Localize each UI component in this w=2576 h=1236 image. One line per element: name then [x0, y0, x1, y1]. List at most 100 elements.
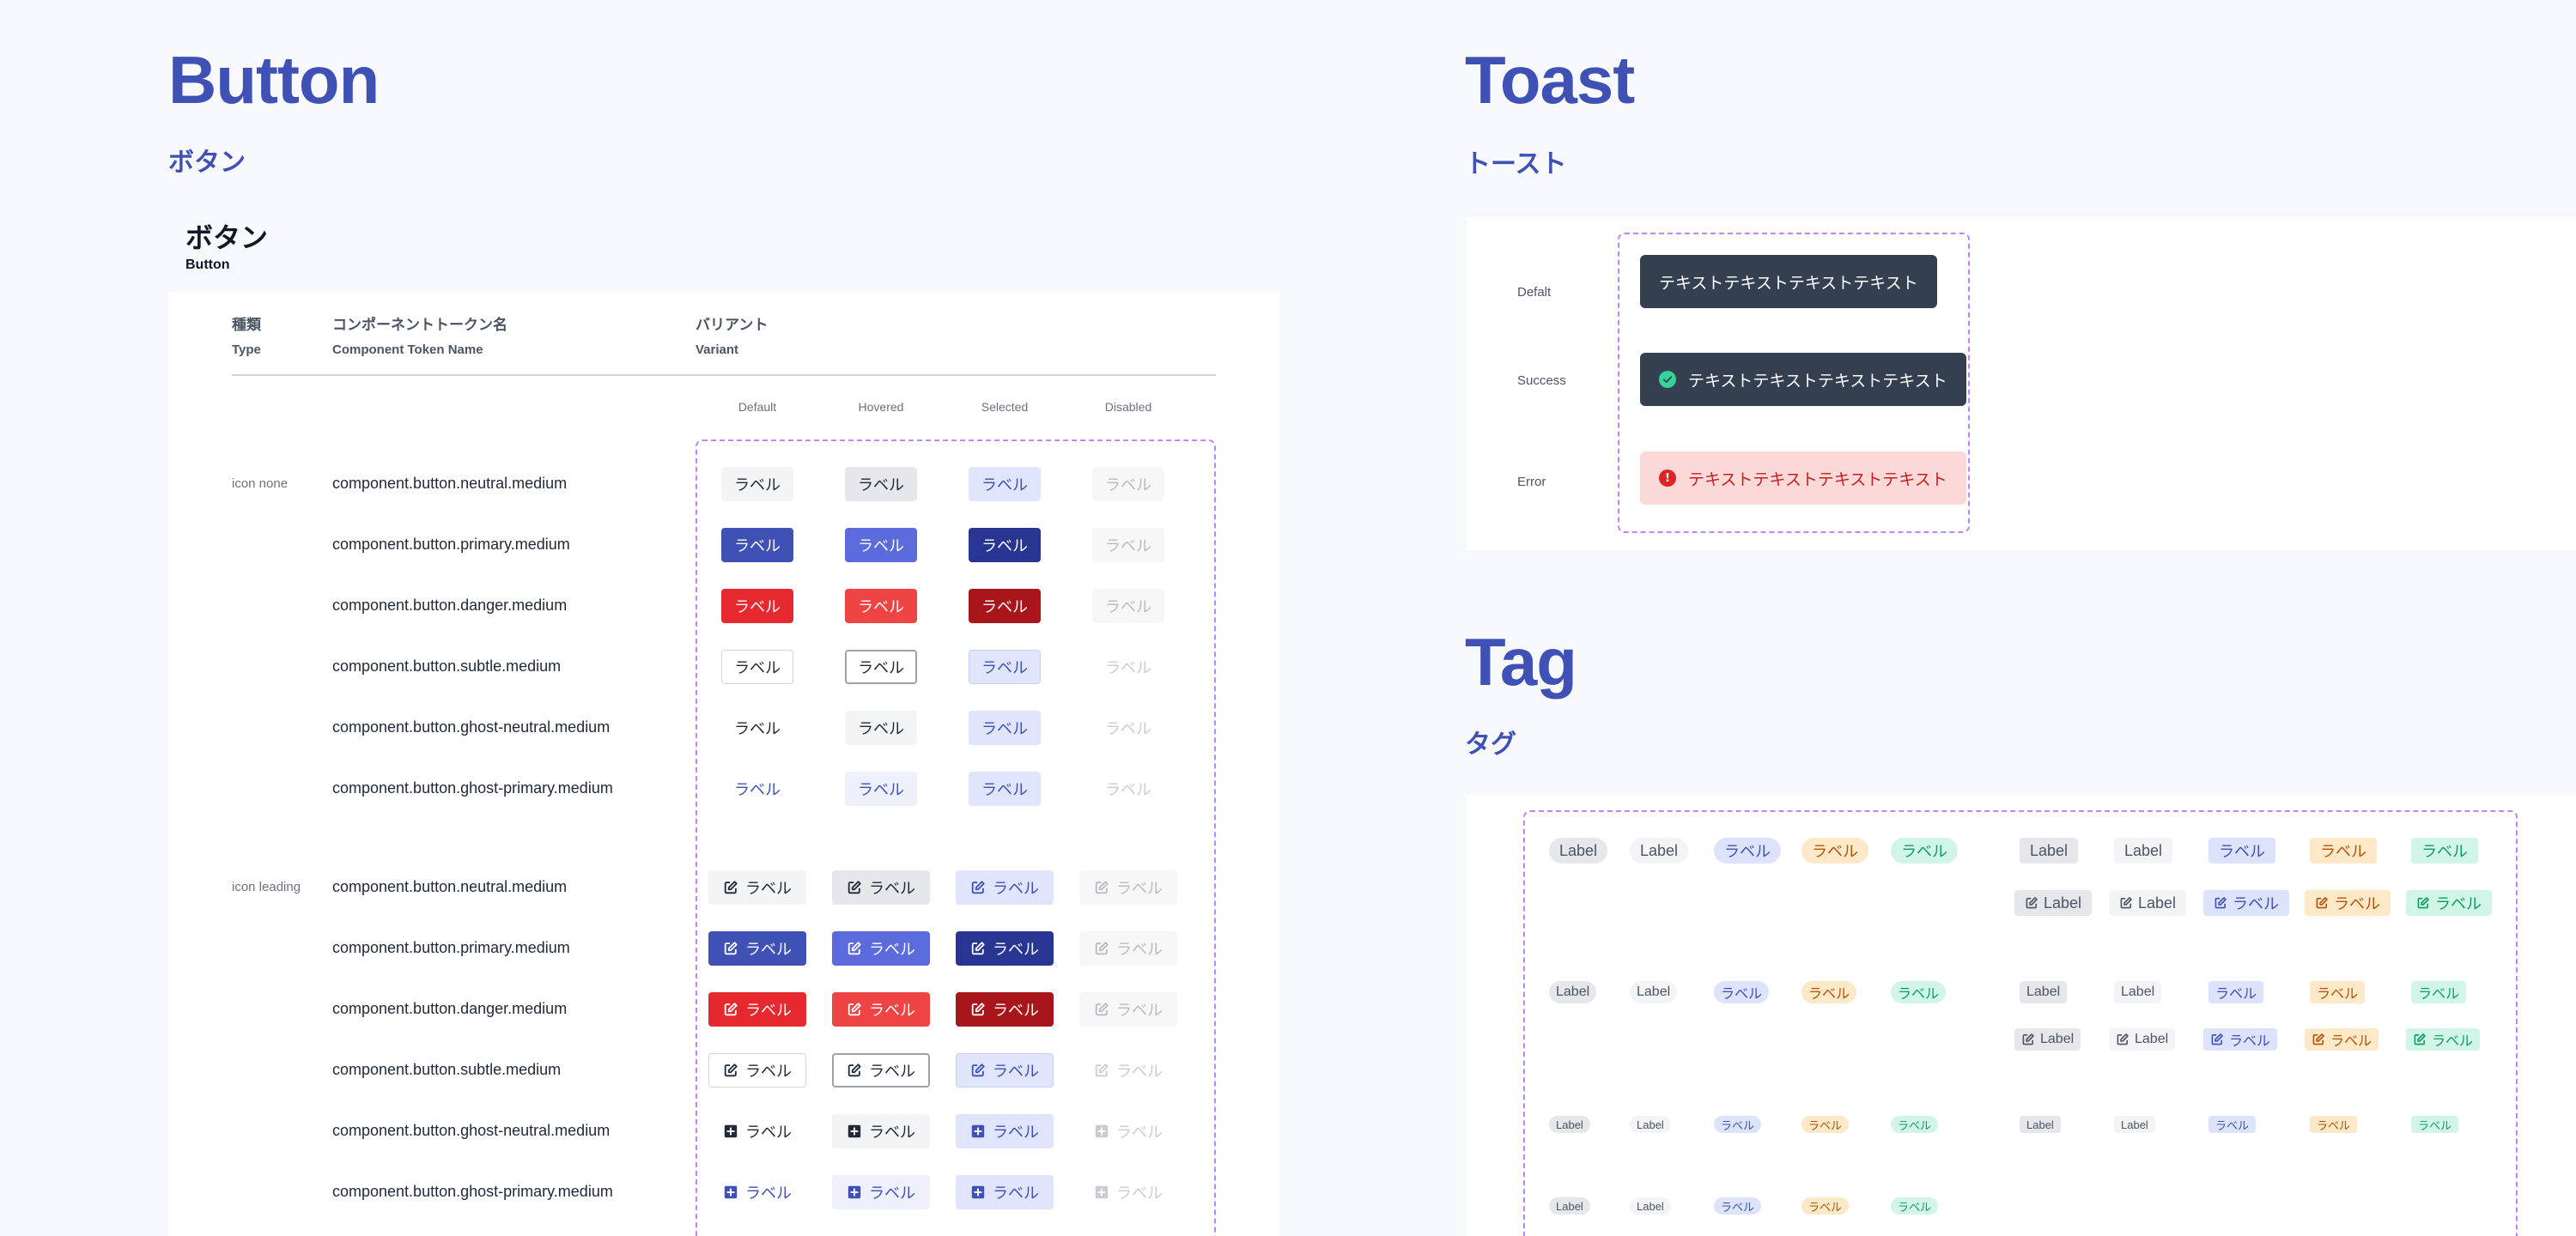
edit-icon [2413, 1033, 2427, 1046]
button-hovered[interactable]: ラベル [845, 589, 917, 623]
button-hovered[interactable]: ラベル [832, 1114, 930, 1148]
button-disabled: ラベル [1092, 589, 1164, 623]
state-head-default: Default [738, 400, 777, 414]
button-label: ラベル [993, 1124, 1039, 1142]
tag-label: Label [1637, 985, 1671, 999]
button-hovered[interactable]: ラベル [845, 650, 917, 684]
toast-variant-frame [1618, 233, 1970, 533]
tag-label: Label [1559, 841, 1598, 859]
button-hovered[interactable]: ラベル [845, 528, 917, 562]
edit-icon [2416, 896, 2430, 910]
button-label: ラベル [734, 659, 781, 677]
edit-icon [723, 941, 738, 956]
button-hovered[interactable]: ラベル [832, 870, 930, 905]
edit-icon [847, 941, 862, 956]
button-disabled: ラベル [1079, 931, 1177, 966]
tag-with-icon: ラベル [2406, 890, 2492, 916]
edit-icon [970, 880, 986, 895]
plus-square-icon [1094, 1124, 1109, 1139]
button-variant-frame [696, 439, 1216, 1236]
token-name: component.button.neutral.medium [332, 475, 568, 492]
button-label: ラベル [745, 941, 792, 959]
button-selected[interactable]: ラベル [969, 650, 1041, 684]
column-head-type: 種類 Type [232, 312, 261, 357]
tag-label: ラベル [1721, 1200, 1755, 1214]
tag: ラベル [1714, 981, 1770, 1003]
button-disabled: ラベル [1079, 1175, 1177, 1209]
button-default[interactable]: ラベル [708, 931, 806, 966]
button-default[interactable]: ラベル [721, 650, 793, 684]
button-label: ラベル [858, 537, 904, 555]
tag-label: ラベル [2229, 1034, 2271, 1049]
button-disabled: ラベル [1079, 992, 1177, 1027]
tag-label: ラベル [2317, 987, 2359, 1002]
button-default[interactable]: ラベル [708, 992, 806, 1027]
button-selected[interactable]: ラベル [956, 992, 1054, 1027]
button-disabled: ラベル [1079, 1114, 1177, 1148]
token-name: component.button.neutral.medium [332, 878, 568, 895]
button-label: ラベル [993, 880, 1039, 898]
button-selected[interactable]: ラベル [969, 711, 1041, 745]
button-label: ラベル [1116, 1063, 1163, 1081]
button-selected[interactable]: ラベル [956, 1053, 1054, 1088]
button-selected[interactable]: ラベル [969, 528, 1041, 562]
button-hovered[interactable]: ラベル [845, 467, 917, 501]
tag-label: ラベル [2432, 1034, 2474, 1049]
button-hovered[interactable]: ラベル [832, 931, 930, 966]
tag: Label [2114, 1116, 2155, 1133]
button-hovered[interactable]: ラベル [832, 1175, 930, 1209]
button-default[interactable]: ラベル [708, 1053, 806, 1088]
tag: Label [1630, 838, 1689, 863]
state-head-selected: Selected [981, 400, 1029, 414]
button-label: ラベル [1105, 476, 1151, 494]
button-selected[interactable]: ラベル [956, 931, 1054, 966]
tag-label: ラベル [2317, 1118, 2351, 1132]
button-selected[interactable]: ラベル [956, 870, 1054, 905]
edit-icon [970, 941, 986, 956]
button-default[interactable]: ラベル [708, 1175, 806, 1209]
tag-with-icon: Label [2109, 1028, 2176, 1051]
button-default[interactable]: ラベル [721, 772, 793, 806]
tag: ラベル [1714, 1197, 1762, 1215]
button-label: ラベル [858, 781, 904, 799]
tag-label: Label [2121, 985, 2155, 999]
button-default[interactable]: ラベル [721, 589, 793, 623]
button-card-subtitle: Button [185, 258, 230, 272]
plus-square-icon [847, 1124, 862, 1139]
tag-label: Label [1556, 1199, 1583, 1213]
tag: Label [1549, 1197, 1590, 1215]
tag-label: ラベル [1808, 987, 1850, 1002]
button-label: ラベル [1116, 1184, 1163, 1203]
tag-label: Label [2030, 841, 2069, 859]
button-label: ラベル [1116, 1002, 1163, 1020]
button-selected[interactable]: ラベル [969, 589, 1041, 623]
button-hovered[interactable]: ラベル [832, 992, 930, 1027]
tag-label: Label [2026, 985, 2061, 999]
tag: ラベル [1891, 1197, 1939, 1215]
button-label: ラベル [858, 598, 904, 616]
button-default[interactable]: ラベル [708, 1114, 806, 1148]
button-hovered[interactable]: ラベル [832, 1053, 930, 1088]
button-selected[interactable]: ラベル [956, 1175, 1054, 1209]
tag-label: ラベル [2215, 987, 2257, 1002]
button-default[interactable]: ラベル [721, 528, 793, 562]
button-selected[interactable]: ラベル [969, 772, 1041, 806]
button-hovered[interactable]: ラベル [845, 772, 917, 806]
column-head-variant-ja: バリアント [696, 317, 769, 334]
button-default[interactable]: ラベル [721, 711, 793, 745]
button-selected[interactable]: ラベル [956, 1114, 1054, 1148]
tag: ラベル [1891, 1116, 1939, 1133]
tag: ラベル [1714, 1116, 1762, 1133]
edit-icon [970, 1063, 986, 1078]
edit-icon [2025, 896, 2038, 910]
button-default[interactable]: ラベル [708, 870, 806, 905]
button-label: ラベル [981, 720, 1028, 738]
edit-icon [1094, 941, 1109, 956]
button-default[interactable]: ラベル [721, 467, 793, 501]
toast-default: テキストテキストテキストテキスト [1640, 255, 1937, 308]
button-selected[interactable]: ラベル [969, 467, 1041, 501]
button-label: ラベル [734, 476, 781, 494]
tag-with-icon: ラベル [2406, 1028, 2481, 1051]
button-hovered[interactable]: ラベル [845, 711, 917, 745]
header-divider [232, 374, 1216, 376]
